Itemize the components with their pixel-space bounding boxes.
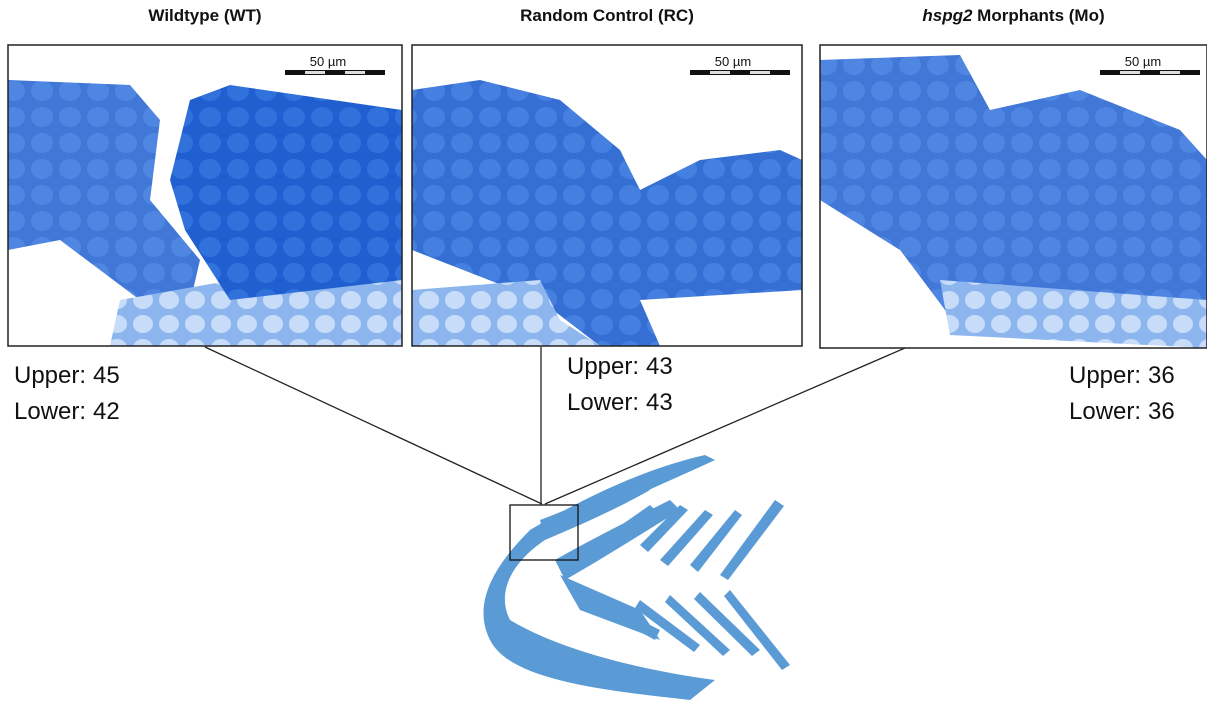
count-label: Upper: [1069, 362, 1141, 389]
count-label: Lower: [14, 398, 86, 425]
count-value: 43 [646, 389, 673, 416]
micrograph [820, 45, 1207, 348]
panel-title: Random Control (RC) [412, 6, 802, 26]
cartilage-diagram [484, 455, 790, 700]
count-value: 45 [93, 362, 120, 389]
scale-label: 50 µm [715, 54, 751, 69]
panel-title: Wildtype (WT) [8, 6, 402, 26]
counts: Upper: 43 Lower: 43 [567, 349, 673, 421]
count-value: 36 [1148, 362, 1175, 389]
figure: 50 µm 50 µm 50 µm Wildtype (WT) Random C… [0, 0, 1207, 715]
micrograph [8, 45, 402, 346]
panel-title-text: Morphants (Mo) [977, 6, 1104, 25]
gene-name: hspg2 [922, 6, 972, 25]
count-value: 42 [93, 398, 120, 425]
counts: Upper: 36 Lower: 36 [1069, 358, 1175, 430]
count-value: 43 [646, 353, 673, 380]
counts: Upper: 45 Lower: 42 [14, 358, 120, 430]
count-label: Upper: [567, 353, 639, 380]
scale-label: 50 µm [1125, 54, 1161, 69]
connector [205, 347, 905, 504]
count-value: 36 [1148, 398, 1175, 425]
count-label: Upper: [14, 362, 86, 389]
scale-label: 50 µm [310, 54, 346, 69]
panel-title: hspg2 Morphants (Mo) [820, 6, 1207, 26]
micrograph [412, 45, 802, 346]
count-label: Lower: [1069, 398, 1141, 425]
count-label: Lower: [567, 389, 639, 416]
